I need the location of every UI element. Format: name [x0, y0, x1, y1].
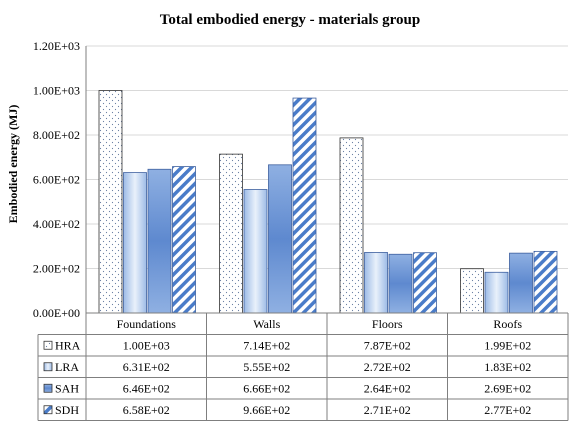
y-axis-ticks: 0.00E+00 2.00E+02 4.00E+02 6.00E+02 8.00E+02… [33, 39, 80, 320]
data-label: 6.31E+02 [123, 360, 170, 374]
x-tick-label: Roofs [493, 317, 522, 331]
bar-sdh-roofs [533, 250, 558, 314]
x-tick-label: Walls [253, 317, 280, 331]
bar-lra-floors [364, 252, 388, 314]
bar-lra-foundations [123, 172, 147, 314]
bar-sah-walls [268, 164, 292, 314]
legend-label: SDH [55, 403, 79, 417]
bar-sdh-walls [292, 97, 317, 314]
bar-sdh-foundations [172, 166, 196, 314]
bar-hra-foundations [98, 90, 123, 314]
legend-key-hra [43, 340, 53, 350]
data-label: 5.55E+02 [243, 360, 290, 374]
bar-lra-roofs [484, 271, 509, 314]
chart-title: Total embodied energy - materials group [160, 12, 420, 28]
bar-sah-foundations [147, 168, 172, 314]
data-label: 9.66E+02 [243, 403, 290, 417]
legend-key-lra [43, 362, 53, 372]
legend-label: HRA [55, 338, 81, 352]
bar-sah-floors [388, 253, 413, 314]
data-label: 2.77E+02 [484, 403, 531, 417]
data-label: 7.14E+02 [243, 338, 290, 352]
y-axis-label: Embodied energy (MJ) [6, 105, 20, 224]
legend-label: LRA [55, 360, 79, 374]
y-tick-label: 4.00E+02 [33, 217, 80, 231]
y-tick-label: 6.00E+02 [33, 173, 80, 187]
data-label: 6.66E+02 [243, 381, 290, 395]
y-tick-label: 2.00E+02 [33, 262, 80, 276]
legend-label: SAH [55, 381, 79, 395]
bar-sdh-floors [413, 252, 437, 314]
data-label: 1.83E+02 [484, 360, 531, 374]
data-label: 2.71E+02 [364, 403, 411, 417]
y-tick-label: 0.00E+00 [33, 306, 80, 320]
data-label: 7.87E+02 [364, 338, 411, 352]
x-tick-label: Foundations [117, 317, 177, 331]
legend-key-sdh [43, 405, 53, 415]
data-label: 2.72E+02 [364, 360, 411, 374]
legend-key-sah [43, 383, 53, 393]
bar-lra-walls [243, 189, 268, 314]
data-label: 2.64E+02 [364, 381, 411, 395]
data-label: 6.58E+02 [123, 403, 170, 417]
x-tick-label: Floors [372, 317, 403, 331]
y-tick-label: 1.20E+03 [33, 39, 80, 53]
data-label: 6.46E+02 [123, 381, 170, 395]
bars [98, 90, 558, 314]
data-table: Foundations Walls Floors Roofs HRA 1.00E+03 7.… [37, 313, 569, 421]
bar-sah-roofs [509, 252, 533, 314]
y-tick-label: 8.00E+02 [33, 128, 80, 142]
data-label: 2.69E+02 [484, 381, 531, 395]
bar-hra-roofs [460, 268, 484, 314]
data-label: 1.99E+02 [484, 338, 531, 352]
bar-hra-walls [219, 153, 243, 314]
y-tick-label: 1.00E+03 [33, 84, 80, 98]
data-label: 1.00E+03 [123, 338, 170, 352]
bar-hra-floors [339, 137, 364, 314]
